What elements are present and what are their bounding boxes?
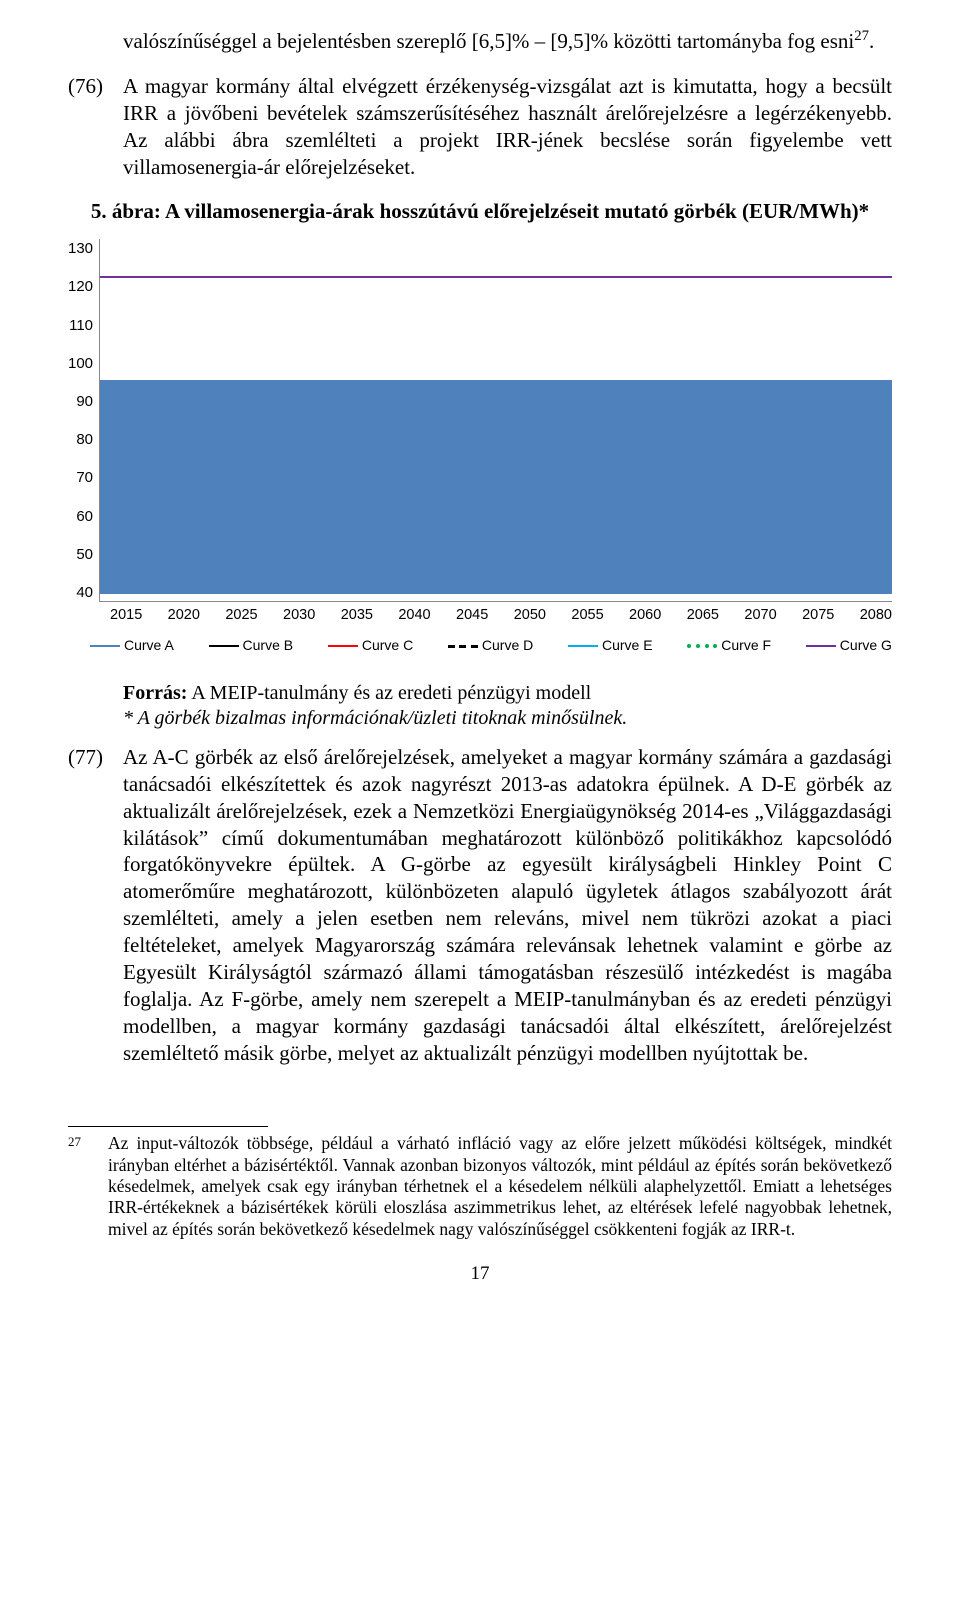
x-tick-label: 2025 [225,606,257,625]
x-tick-label: 2045 [456,606,488,625]
source-text: A MEIP-tanulmány és az eredeti pénzügyi … [187,682,591,704]
x-tick-label: 2015 [110,606,142,625]
chart-plot-area [99,239,892,602]
source-label: Forrás: [123,682,187,704]
legend-item: Curve F [687,637,771,655]
legend-item: Curve E [568,637,653,655]
chart-series-curve-g [100,276,892,278]
page-number: 17 [68,1262,892,1286]
y-tick-label: 130 [68,239,93,258]
figure-source: Forrás: A MEIP-tanulmány és az eredeti p… [123,681,892,732]
x-tick-label: 2040 [398,606,430,625]
legend-swatch [328,645,358,647]
legend-item: Curve A [90,637,174,655]
legend-swatch [687,644,717,648]
footnote-27: 27 Az input-változók többsége, például a… [68,1133,892,1240]
legend-label: Curve C [362,637,413,655]
paragraph-76: (76) A magyar kormány által elvégzett ér… [68,73,892,181]
x-tick-label: 2070 [744,606,776,625]
x-tick-label: 2030 [283,606,315,625]
legend-item: Curve C [328,637,413,655]
chart-x-axis: 2015 2020 2025 2030 2035 2040 2045 2050 2055 2060… [110,606,892,625]
x-tick-label: 2075 [802,606,834,625]
x-tick-label: 2060 [629,606,661,625]
legend-item: Curve B [209,637,294,655]
legend-label: Curve A [124,637,174,655]
footnote-separator [68,1126,268,1127]
y-tick-label: 60 [76,507,93,526]
x-tick-label: 2020 [168,606,200,625]
paragraph-intro-body: valószínűséggel a bejelentésben szereplő… [123,28,892,55]
x-tick-label: 2050 [514,606,546,625]
legend-swatch [90,645,120,647]
para1-text-a: valószínűséggel a bejelentésben szereplő… [123,29,854,53]
x-tick-label: 2080 [860,606,892,625]
para1-text-b: . [869,29,874,53]
paragraph-77-num: (77) [68,744,123,771]
legend-label: Curve G [840,637,892,655]
chart-container: 130 120 110 100 90 80 70 60 50 40 2015 2020 2025 203… [68,239,892,654]
legend-swatch [448,645,478,647]
chart-legend: Curve A Curve B Curve C Curve D Curve E Curve… [90,637,892,655]
legend-label: Curve B [243,637,294,655]
legend-swatch [806,645,836,647]
legend-label: Curve F [721,637,771,655]
paragraph-76-num: (76) [68,73,123,100]
legend-swatch [209,645,239,647]
y-tick-label: 70 [76,468,93,487]
source-note: * A görbék bizalmas információnak/üzleti… [123,706,892,732]
x-tick-label: 2055 [571,606,603,625]
legend-label: Curve D [482,637,533,655]
x-tick-label: 2065 [687,606,719,625]
figure-title: 5. ábra: A villamosenergia-árak hosszútá… [68,198,892,225]
y-tick-label: 100 [68,354,93,373]
para1-sup: 27 [854,28,869,44]
footnote-27-num: 27 [68,1133,108,1150]
paragraph-77-body: Az A-C görbék az első árelőrejelzések, a… [123,744,892,1067]
paragraph-76-body: A magyar kormány által elvégzett érzéken… [123,73,892,181]
y-tick-label: 90 [76,392,93,411]
paragraph-77: (77) Az A-C görbék az első árelőrejelzés… [68,744,892,1067]
x-tick-label: 2035 [341,606,373,625]
y-tick-label: 40 [76,583,93,602]
y-tick-label: 120 [68,277,93,296]
chart-y-axis: 130 120 110 100 90 80 70 60 50 40 [68,239,99,602]
legend-item: Curve D [448,637,533,655]
y-tick-label: 80 [76,430,93,449]
legend-swatch [568,645,598,647]
y-tick-label: 50 [76,545,93,564]
legend-item: Curve G [806,637,892,655]
y-tick-label: 110 [69,316,93,335]
legend-label: Curve E [602,637,653,655]
paragraph-intro: valószínűséggel a bejelentésben szereplő… [68,28,892,55]
chart-redaction-block [100,380,892,594]
footnote-27-body: Az input-változók többsége, például a vá… [108,1133,892,1240]
